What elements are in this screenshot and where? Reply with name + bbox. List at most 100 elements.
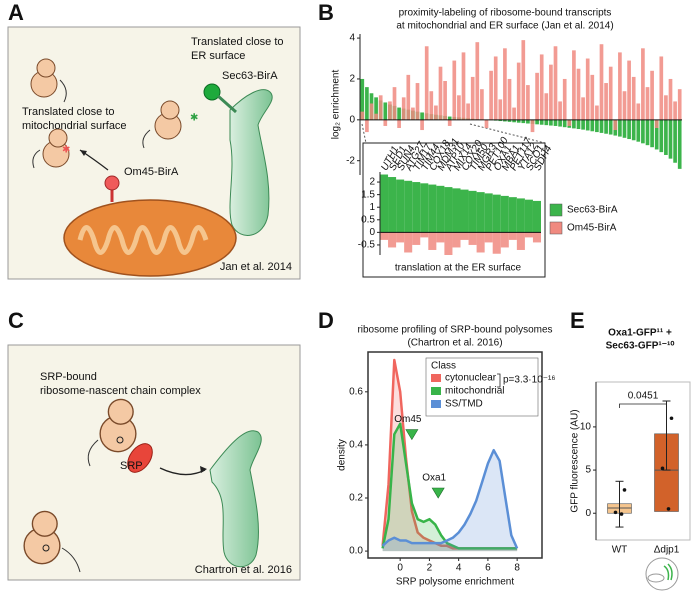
diagram-text: ER surface <box>191 50 245 62</box>
bar <box>677 119 682 169</box>
bar <box>631 119 636 141</box>
data-point <box>613 510 618 515</box>
diagram-text: Sec63-BirA <box>222 70 278 82</box>
legend-label: Sec63-BirA <box>567 205 618 216</box>
y-tick-label: 1.5 <box>361 189 375 200</box>
x-tick-label: Δdjp1 <box>654 545 680 556</box>
bar <box>401 97 406 120</box>
charts: -2 0 2 4 proximity-labeling of ribosome-boun… <box>331 8 691 588</box>
bar <box>360 111 365 120</box>
bar <box>659 119 664 153</box>
bar <box>549 119 553 126</box>
bar <box>406 74 411 120</box>
er-shape <box>209 430 262 568</box>
y-tick-label: 0 <box>349 114 355 125</box>
x-tick-label: WT <box>612 545 628 556</box>
bar <box>500 232 509 248</box>
legend-box <box>425 357 539 417</box>
legend-label: SS/TMD <box>445 399 483 410</box>
bar <box>397 119 401 128</box>
bar <box>429 91 434 120</box>
legend-swatch <box>431 374 441 382</box>
bar <box>388 101 392 120</box>
bar <box>489 70 493 120</box>
tether <box>217 94 237 114</box>
bar <box>562 119 567 128</box>
bar <box>532 200 541 233</box>
data-point <box>622 488 627 492</box>
x-tick-label: 4 <box>456 563 462 574</box>
x-tick-label: 0 <box>397 563 403 574</box>
bar <box>659 56 664 120</box>
y-tick-label: 2 <box>349 74 355 85</box>
bar <box>664 119 668 155</box>
bar <box>360 78 365 120</box>
bar <box>532 232 541 243</box>
bar <box>608 66 613 120</box>
bar <box>420 183 429 233</box>
bar <box>636 103 641 120</box>
bar <box>365 87 369 120</box>
zoom-connector <box>361 123 546 144</box>
bar <box>420 112 424 120</box>
bar <box>369 103 374 120</box>
bar <box>516 62 521 120</box>
bar <box>539 54 544 120</box>
bar <box>641 48 645 120</box>
bar <box>396 179 405 233</box>
density-area <box>382 360 518 552</box>
annotation-marker <box>405 429 419 441</box>
bar <box>444 187 453 233</box>
y-axis-label: density <box>337 439 348 471</box>
bar <box>526 119 530 124</box>
bar <box>383 102 388 120</box>
bar <box>604 83 608 120</box>
bar <box>524 232 533 238</box>
significance-bracket <box>619 403 667 408</box>
bar <box>380 232 389 240</box>
density-area <box>382 423 518 552</box>
density-area <box>382 450 518 552</box>
bar <box>420 119 424 131</box>
mrna <box>59 79 67 103</box>
legend-label: Om45-BirA <box>567 223 617 234</box>
bar <box>447 116 452 120</box>
legend-bracket <box>497 373 501 388</box>
bar <box>516 119 521 123</box>
arrow-head <box>200 466 207 473</box>
bar <box>516 198 525 233</box>
bar <box>590 119 595 132</box>
x-tick-label: 2 <box>427 563 433 574</box>
bar <box>673 101 677 120</box>
bar <box>380 174 389 233</box>
bar <box>581 97 585 120</box>
mrna <box>32 149 41 169</box>
y-tick-label: 5 <box>585 465 591 476</box>
legend-title: Class <box>431 361 456 372</box>
density-line <box>381 448 519 549</box>
data-point <box>619 512 624 516</box>
label-star: ✱ <box>190 113 198 124</box>
cristae <box>77 225 209 255</box>
bar <box>631 76 636 120</box>
chart-title: translation at the ER surface <box>395 263 522 274</box>
bar <box>412 232 421 245</box>
annotation-marker <box>431 487 445 499</box>
bar <box>521 40 526 120</box>
bar <box>507 119 512 122</box>
bar <box>673 119 677 163</box>
bar <box>512 119 516 123</box>
bar <box>608 119 613 135</box>
bar <box>599 119 604 133</box>
bar <box>411 107 415 120</box>
cell-icon <box>645 557 679 591</box>
plot-frame <box>367 351 543 559</box>
y-tick-label: 10 <box>580 422 592 433</box>
bar <box>428 232 437 250</box>
bar <box>521 119 526 124</box>
bar <box>650 119 654 148</box>
diagram-c: SRP-bound ribosome-nascent chain complex… <box>7 344 301 581</box>
bar <box>374 113 378 120</box>
bar <box>618 52 622 120</box>
